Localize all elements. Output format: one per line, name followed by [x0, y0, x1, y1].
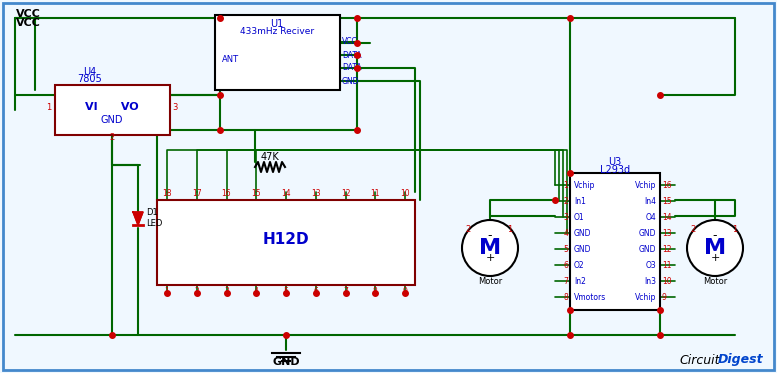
Text: 12: 12: [341, 189, 350, 198]
Text: 13: 13: [311, 189, 321, 198]
Text: DATA: DATA: [342, 63, 361, 72]
Text: GND: GND: [574, 244, 591, 254]
Bar: [215, 15, 340, 90]
Text: In2: In2: [574, 276, 586, 285]
Text: 3: 3: [224, 287, 229, 296]
Text: VI      VO: VI VO: [85, 102, 139, 112]
Text: 12: 12: [662, 244, 671, 254]
Text: O2: O2: [574, 260, 584, 270]
Text: GND: GND: [639, 244, 656, 254]
Text: DATA: DATA: [342, 50, 361, 60]
Bar: [570, 173, 660, 310]
Text: 3: 3: [563, 213, 568, 222]
Text: 1: 1: [46, 103, 51, 112]
Text: In4: In4: [644, 197, 656, 206]
Text: GND: GND: [574, 229, 591, 238]
Text: 5: 5: [284, 287, 288, 296]
Text: 11: 11: [371, 189, 380, 198]
Text: In1: In1: [574, 197, 586, 206]
Text: Vchip: Vchip: [635, 181, 656, 189]
Text: O3: O3: [645, 260, 656, 270]
Text: 2: 2: [110, 134, 115, 142]
Text: 5: 5: [563, 244, 568, 254]
Text: 10: 10: [400, 189, 409, 198]
Text: 16: 16: [662, 181, 671, 189]
Text: +: +: [710, 253, 720, 263]
Text: U4: U4: [83, 67, 96, 77]
Text: 433mHz Reciver: 433mHz Reciver: [240, 26, 314, 35]
Text: 1: 1: [507, 226, 513, 235]
Text: 2: 2: [194, 287, 199, 296]
Text: 15: 15: [662, 197, 671, 206]
Text: 8: 8: [373, 287, 378, 296]
Text: +: +: [486, 253, 495, 263]
Text: VCC: VCC: [16, 18, 41, 28]
Text: 8: 8: [563, 292, 568, 301]
Circle shape: [462, 220, 518, 276]
Text: GND: GND: [639, 229, 656, 238]
Text: Digest: Digest: [717, 354, 763, 367]
Text: U3: U3: [608, 157, 622, 167]
Text: 7: 7: [343, 287, 348, 296]
Text: ANT: ANT: [222, 56, 239, 65]
Text: 6: 6: [313, 287, 319, 296]
Text: 2: 2: [465, 226, 471, 235]
Text: 14: 14: [662, 213, 671, 222]
Text: 14: 14: [281, 189, 291, 198]
Circle shape: [687, 220, 743, 276]
Text: GND: GND: [342, 76, 360, 85]
Text: 11: 11: [662, 260, 671, 270]
Text: 47K: 47K: [260, 152, 280, 162]
Text: 16: 16: [221, 189, 232, 198]
Text: -: -: [713, 229, 717, 242]
Text: 15: 15: [252, 189, 261, 198]
Text: In3: In3: [644, 276, 656, 285]
Text: GND: GND: [101, 115, 124, 125]
Text: U1: U1: [270, 19, 284, 29]
Text: 7: 7: [563, 276, 568, 285]
Text: Motor: Motor: [478, 278, 502, 286]
Text: 13: 13: [662, 229, 671, 238]
Bar: [55, 85, 170, 135]
Text: 4: 4: [254, 287, 259, 296]
Text: L293d: L293d: [600, 165, 630, 175]
Text: M: M: [704, 238, 726, 258]
Text: Vmotors: Vmotors: [574, 292, 606, 301]
Text: -: -: [488, 229, 493, 242]
Text: 6: 6: [563, 260, 568, 270]
Text: Vchip: Vchip: [635, 292, 656, 301]
Bar: [157, 200, 415, 285]
Text: 4: 4: [563, 229, 568, 238]
Text: GND: GND: [272, 357, 300, 367]
Text: VCC: VCC: [16, 9, 41, 19]
Text: 2: 2: [563, 197, 568, 206]
Polygon shape: [133, 212, 143, 225]
Text: 7805: 7805: [78, 74, 103, 84]
Text: 1: 1: [563, 181, 568, 189]
Text: Vchip: Vchip: [574, 181, 595, 189]
Text: VCC: VCC: [342, 38, 357, 47]
Text: Motor: Motor: [703, 278, 727, 286]
Text: O1: O1: [574, 213, 584, 222]
Text: D1
LED: D1 LED: [146, 208, 162, 228]
Text: 2: 2: [691, 226, 695, 235]
Text: 10: 10: [662, 276, 671, 285]
Text: 3: 3: [172, 103, 177, 112]
Text: 9: 9: [402, 287, 407, 296]
Text: M: M: [479, 238, 501, 258]
Text: 17: 17: [192, 189, 201, 198]
Text: 1: 1: [165, 287, 169, 296]
Text: 18: 18: [162, 189, 172, 198]
Text: Circuit: Circuit: [680, 354, 720, 367]
Text: O4: O4: [645, 213, 656, 222]
Text: 1: 1: [733, 226, 737, 235]
Text: H12D: H12D: [263, 232, 309, 248]
Text: 9: 9: [662, 292, 667, 301]
